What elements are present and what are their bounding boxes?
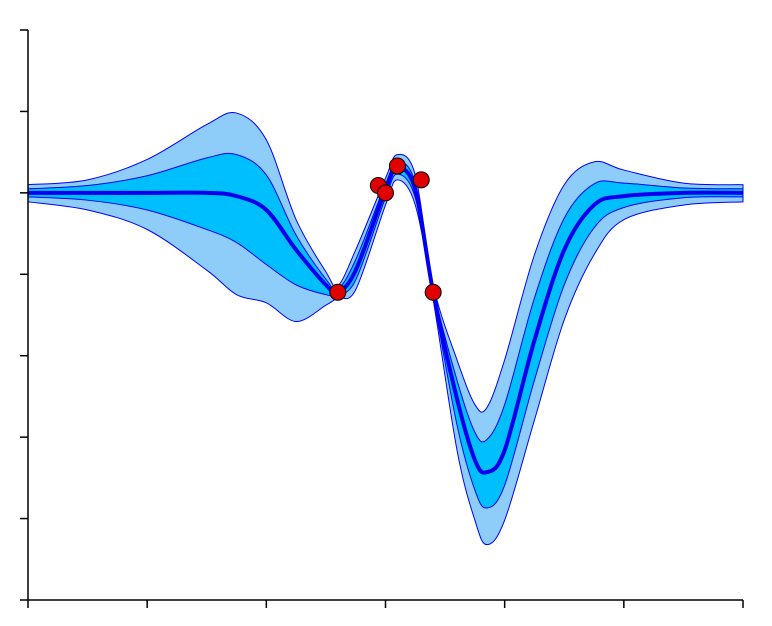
mean-line [27, 165, 744, 475]
observation [388, 157, 406, 175]
observation [329, 283, 347, 301]
observation [412, 171, 430, 189]
confidence-band [27, 111, 744, 546]
observation [424, 283, 442, 301]
observation [377, 184, 394, 202]
